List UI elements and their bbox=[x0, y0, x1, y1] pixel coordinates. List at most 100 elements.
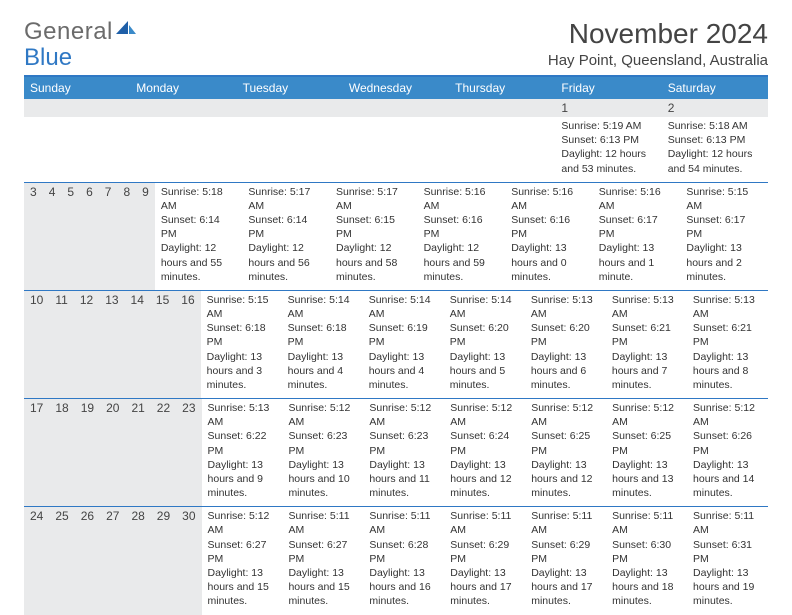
day-number: 18 bbox=[49, 399, 74, 506]
daylight-text: Daylight: 13 hours and 14 minutes. bbox=[693, 458, 762, 501]
sunrise-text: Sunrise: 5:12 AM bbox=[531, 401, 600, 429]
dow-wednesday: Wednesday bbox=[343, 77, 449, 99]
day-cell bbox=[449, 117, 555, 182]
sunrise-text: Sunrise: 5:16 AM bbox=[599, 185, 675, 213]
day-cell bbox=[237, 117, 343, 182]
sunset-text: Sunset: 6:22 PM bbox=[208, 429, 277, 457]
day-cell: Sunrise: 5:12 AMSunset: 6:27 PMDaylight:… bbox=[202, 507, 283, 614]
sunrise-text: Sunrise: 5:15 AM bbox=[207, 293, 276, 321]
daylight-text: Daylight: 13 hours and 10 minutes. bbox=[288, 458, 357, 501]
dow-saturday: Saturday bbox=[662, 77, 768, 99]
daylight-text: Daylight: 13 hours and 15 minutes. bbox=[208, 566, 277, 609]
day-number: 3 bbox=[24, 183, 43, 290]
day-cell: Sunrise: 5:11 AMSunset: 6:30 PMDaylight:… bbox=[606, 507, 687, 614]
dow-monday: Monday bbox=[130, 77, 236, 99]
day-cell: Sunrise: 5:14 AMSunset: 6:19 PMDaylight:… bbox=[363, 291, 444, 398]
daylight-text: Daylight: 12 hours and 59 minutes. bbox=[424, 241, 500, 284]
day-number: 4 bbox=[43, 183, 62, 290]
sunset-text: Sunset: 6:26 PM bbox=[693, 429, 762, 457]
day-cell: Sunrise: 5:16 AMSunset: 6:16 PMDaylight:… bbox=[418, 183, 506, 290]
daylight-text: Daylight: 12 hours and 54 minutes. bbox=[668, 147, 762, 175]
day-cell: Sunrise: 5:12 AMSunset: 6:23 PMDaylight:… bbox=[363, 399, 444, 506]
sunset-text: Sunset: 6:27 PM bbox=[208, 538, 277, 566]
dow-friday: Friday bbox=[555, 77, 661, 99]
day-number bbox=[237, 99, 343, 117]
sunrise-text: Sunrise: 5:13 AM bbox=[612, 293, 681, 321]
sunrise-text: Sunrise: 5:13 AM bbox=[208, 401, 277, 429]
logo-sail-icon bbox=[116, 20, 136, 34]
sunrise-text: Sunrise: 5:12 AM bbox=[208, 509, 277, 537]
sunset-text: Sunset: 6:27 PM bbox=[288, 538, 357, 566]
daylight-text: Daylight: 13 hours and 4 minutes. bbox=[369, 350, 438, 393]
week-row: 10 11 12 13 14 15 16 Sunrise: 5:15 AMSun… bbox=[24, 290, 768, 398]
sunset-text: Sunset: 6:19 PM bbox=[369, 321, 438, 349]
body-band: Sunrise: 5:15 AMSunset: 6:18 PM Daylight:… bbox=[201, 291, 768, 398]
day-cell: Sunrise: 5:15 AMSunset: 6:18 PMDaylight:… bbox=[201, 291, 282, 398]
sunrise-text: Sunrise: 5:11 AM bbox=[531, 509, 600, 537]
dow-sunday: Sunday bbox=[24, 77, 130, 99]
daynum-band: 3 4 5 6 7 8 9 bbox=[24, 183, 155, 290]
day-number: 16 bbox=[175, 291, 200, 398]
sunset-text: Sunset: 6:25 PM bbox=[612, 429, 681, 457]
sunset-text: Sunset: 6:29 PM bbox=[531, 538, 600, 566]
day-number: 6 bbox=[80, 183, 99, 290]
day-number: 2 bbox=[662, 99, 768, 117]
day-cell: Sunrise: 5:12 AMSunset: 6:24 PMDaylight:… bbox=[444, 399, 525, 506]
daylight-text: Daylight: 12 hours and 53 minutes. bbox=[561, 147, 655, 175]
day-number bbox=[130, 99, 236, 117]
daylight-text: Daylight: 13 hours and 17 minutes. bbox=[450, 566, 519, 609]
daylight-text: Daylight: 13 hours and 4 minutes. bbox=[288, 350, 357, 393]
title-block: November 2024 Hay Point, Queensland, Aus… bbox=[548, 18, 768, 69]
sunrise-text: Sunrise: 5:12 AM bbox=[288, 401, 357, 429]
day-number: 21 bbox=[125, 399, 150, 506]
day-number: 30 bbox=[176, 507, 201, 614]
brand-logo: General bbox=[24, 18, 136, 46]
day-cell: Sunrise: 5:13 AMSunset: 6:20 PMDaylight:… bbox=[525, 291, 606, 398]
daylight-text: Daylight: 13 hours and 12 minutes. bbox=[531, 458, 600, 501]
sunset-text: Sunset: 6:23 PM bbox=[369, 429, 438, 457]
day-number bbox=[343, 99, 449, 117]
day-cell: Sunrise: 5:13 AMSunset: 6:21 PMDaylight:… bbox=[606, 291, 687, 398]
sunset-text: Sunset: 6:21 PM bbox=[612, 321, 681, 349]
daylight-text: Daylight: 13 hours and 13 minutes. bbox=[612, 458, 681, 501]
sunrise-text: Sunrise: 5:17 AM bbox=[336, 185, 412, 213]
sunrise-text: Sunrise: 5:12 AM bbox=[693, 401, 762, 429]
sunset-text: Sunset: 6:24 PM bbox=[450, 429, 519, 457]
sunset-text: Sunset: 6:17 PM bbox=[686, 213, 762, 241]
sunrise-text: Sunrise: 5:14 AM bbox=[369, 293, 438, 321]
daylight-text: Daylight: 13 hours and 2 minutes. bbox=[686, 241, 762, 284]
day-cell: Sunrise: 5:11 AMSunset: 6:29 PMDaylight:… bbox=[525, 507, 606, 614]
day-cell bbox=[24, 117, 130, 182]
day-cell: Sunrise: 5:14 AMSunset: 6:18 PMDaylight:… bbox=[282, 291, 363, 398]
day-number: 5 bbox=[61, 183, 80, 290]
sunset-text: Sunset: 6:18 PM bbox=[207, 321, 276, 349]
body-band: Sunrise: 5:19 AM Sunset: 6:13 PM Dayligh… bbox=[24, 117, 768, 182]
sunrise-text: Sunrise: 5:17 AM bbox=[248, 185, 324, 213]
day-number: 20 bbox=[100, 399, 125, 506]
day-number: 15 bbox=[150, 291, 175, 398]
dow-tuesday: Tuesday bbox=[237, 77, 343, 99]
day-number: 25 bbox=[49, 507, 74, 614]
daynum-band: 24 25 26 27 28 29 30 bbox=[24, 507, 202, 614]
day-number: 23 bbox=[176, 399, 201, 506]
sunset-text: Sunset: 6:14 PM bbox=[161, 213, 237, 241]
day-number: 1 bbox=[555, 99, 661, 117]
day-number: 24 bbox=[24, 507, 49, 614]
day-number: 7 bbox=[99, 183, 118, 290]
daylight-text: Daylight: 13 hours and 18 minutes. bbox=[612, 566, 681, 609]
day-cell bbox=[343, 117, 449, 182]
day-cell: Sunrise: 5:13 AMSunset: 6:22 PMDaylight:… bbox=[202, 399, 283, 506]
week-row: 17 18 19 20 21 22 23 Sunrise: 5:13 AMSun… bbox=[24, 398, 768, 506]
day-cell: Sunrise: 5:13 AMSunset: 6:21 PMDaylight:… bbox=[687, 291, 768, 398]
daynum-band: 17 18 19 20 21 22 23 bbox=[24, 399, 202, 506]
daylight-text: Daylight: 13 hours and 0 minutes. bbox=[511, 241, 587, 284]
sunrise-text: Sunrise: 5:14 AM bbox=[450, 293, 519, 321]
month-title: November 2024 bbox=[548, 18, 768, 50]
body-band: Sunrise: 5:18 AMSunset: 6:14 PMDaylight:… bbox=[155, 183, 768, 290]
sunrise-text: Sunrise: 5:11 AM bbox=[693, 509, 762, 537]
day-number: 12 bbox=[74, 291, 99, 398]
sunset-text: Sunset: 6:28 PM bbox=[369, 538, 438, 566]
daylight-text: Daylight: 13 hours and 16 minutes. bbox=[369, 566, 438, 609]
sunrise-text: Sunrise: 5:11 AM bbox=[369, 509, 438, 537]
sunrise-text: Sunrise: 5:14 AM bbox=[288, 293, 357, 321]
